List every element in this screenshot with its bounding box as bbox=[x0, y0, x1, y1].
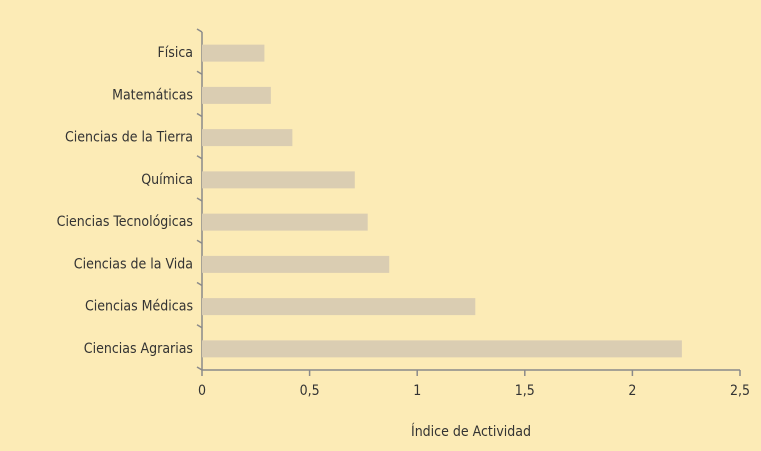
bar bbox=[202, 171, 355, 189]
y-tick-label: Ciencias Tecnológicas bbox=[57, 214, 193, 230]
y-tick bbox=[196, 112, 203, 118]
x-tick-label: 1 bbox=[413, 383, 421, 399]
x-tick-label: 1,5 bbox=[515, 383, 535, 399]
y-tick-label: Ciencias Agrarias bbox=[84, 341, 193, 357]
y-tick-label: Ciencias de la Vida bbox=[74, 256, 193, 272]
y-tick bbox=[196, 70, 203, 75]
x-tick-label: 2 bbox=[628, 383, 636, 399]
y-tick bbox=[196, 155, 203, 160]
y-tick bbox=[196, 324, 203, 329]
bar bbox=[202, 86, 271, 104]
bar bbox=[202, 44, 265, 62]
bar bbox=[202, 129, 293, 147]
y-tick bbox=[196, 197, 203, 202]
y-tick bbox=[196, 239, 203, 244]
y-tick bbox=[196, 281, 203, 287]
y-tick-label: Física bbox=[158, 45, 193, 61]
bar bbox=[202, 340, 682, 358]
y-tick bbox=[196, 28, 203, 33]
bar bbox=[202, 298, 476, 316]
bar bbox=[202, 255, 390, 273]
bar bbox=[202, 213, 368, 231]
y-tick-label: Ciencias de la Tierra bbox=[65, 130, 193, 146]
x-axis-label: Índice de Actividad bbox=[411, 423, 531, 440]
y-tick-label: Química bbox=[141, 172, 193, 188]
y-tick-label: Ciencias Médicas bbox=[85, 299, 193, 315]
x-tick-label: 2,5 bbox=[730, 383, 750, 399]
y-tick-label: Matemáticas bbox=[112, 87, 193, 103]
y-tick bbox=[196, 366, 203, 371]
x-tick-label: 0,5 bbox=[300, 383, 320, 399]
x-tick-label: 0 bbox=[198, 383, 206, 399]
